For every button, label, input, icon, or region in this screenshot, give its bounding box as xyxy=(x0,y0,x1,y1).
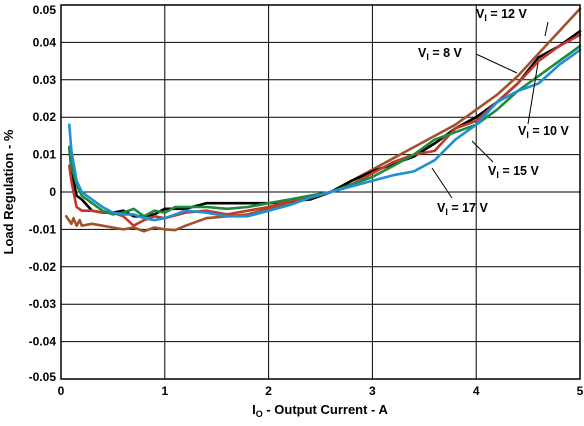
series-line-3 xyxy=(68,33,582,227)
svg-text:VI = 8 V: VI = 8 V xyxy=(418,46,463,62)
y-tick-label: 0.05 xyxy=(33,3,57,17)
y-tick-label: -0.02 xyxy=(29,260,57,274)
x-tick-label: 4 xyxy=(473,384,480,398)
y-tick-label: 0.04 xyxy=(33,35,57,49)
plot-frame xyxy=(60,4,581,380)
annotation-arrow xyxy=(471,140,494,163)
annotation-vi-17v: VI = 17 V xyxy=(431,167,488,217)
series-line-2 xyxy=(68,29,582,218)
y-tick-label: -0.03 xyxy=(29,297,57,311)
annotation-arrow xyxy=(475,53,518,74)
x-axis-label: IO - Output Current - A xyxy=(252,402,388,419)
y-tick-label: -0.04 xyxy=(29,335,57,349)
x-tick-label: 2 xyxy=(265,384,272,398)
y-tick-label: -0.05 xyxy=(29,370,57,384)
grid xyxy=(60,4,581,380)
annotation-arrow xyxy=(431,167,453,199)
svg-text:VI = 15 V: VI = 15 V xyxy=(488,164,539,180)
annotation-arrow xyxy=(544,21,549,37)
series-line-5 xyxy=(68,48,582,222)
x-tick-label: 3 xyxy=(369,384,376,398)
y-axis-label: Load Regulation - % xyxy=(1,129,16,254)
annotation-vi-15v: VI = 15 V xyxy=(471,140,539,180)
series-line-4 xyxy=(68,44,582,218)
annotation-vi-10v: VI = 10 V xyxy=(518,62,569,140)
svg-text:VI = 10 V: VI = 10 V xyxy=(518,124,569,140)
x-tick-label: 0 xyxy=(58,384,65,398)
svg-text:VI = 12 V: VI = 12 V xyxy=(476,7,527,23)
series-group xyxy=(64,7,582,233)
x-tick-label: 1 xyxy=(161,384,168,398)
tick-labels: 0 1 2 3 4 5 0.05 0.04 0.03 0.02 0.01 0 -0.01 -0.02 -0.… xyxy=(29,3,584,398)
annotation-vi-12v: VI = 12 V xyxy=(476,7,549,37)
x-tick-label: 5 xyxy=(577,384,584,398)
y-tick-label: 0.02 xyxy=(33,110,57,124)
y-tick-label: 0.01 xyxy=(33,148,57,162)
svg-text:VI = 17 V: VI = 17 V xyxy=(437,201,488,217)
annotation-arrow xyxy=(527,62,539,125)
annotation-vi-8v: VI = 8 V xyxy=(418,46,518,74)
y-tick-label: 0.03 xyxy=(33,73,57,87)
y-tick-label: 0 xyxy=(49,185,56,199)
y-tick-label: -0.01 xyxy=(29,222,57,236)
